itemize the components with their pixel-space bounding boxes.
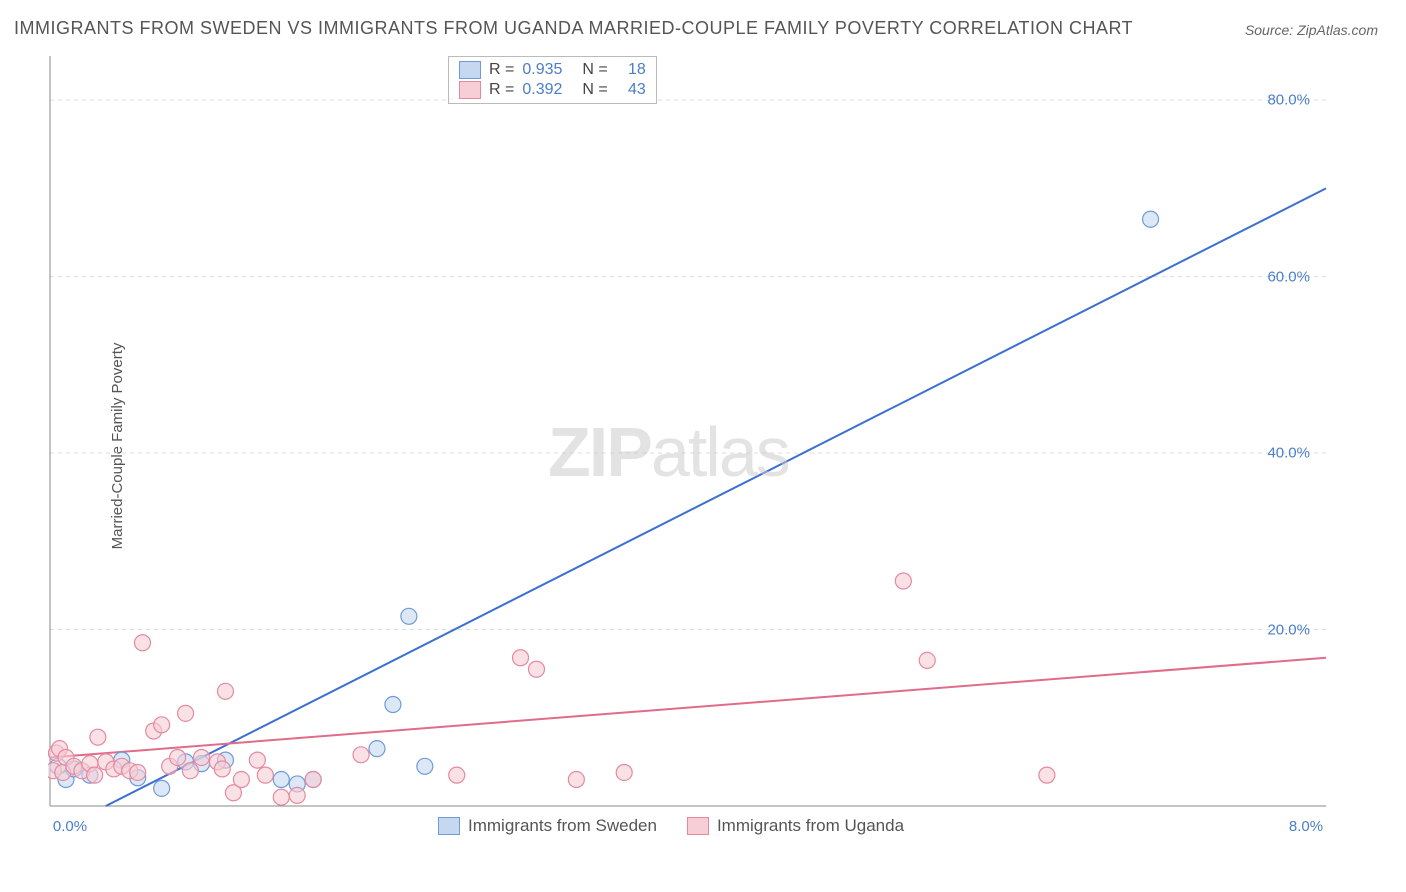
legend-swatch [687,817,709,835]
data-point-sweden [273,772,289,788]
legend-item: Immigrants from Sweden [438,816,657,836]
data-point-uganda [170,749,186,765]
regression-line-sweden [106,188,1326,806]
data-point-uganda [919,652,935,668]
data-point-uganda [130,764,146,780]
data-point-uganda [214,761,230,777]
data-point-uganda [90,729,106,745]
data-point-uganda [353,747,369,763]
legend-item: Immigrants from Uganda [687,816,904,836]
data-point-sweden [154,780,170,796]
data-point-uganda [513,650,529,666]
data-point-uganda [257,767,273,783]
data-point-uganda [87,767,103,783]
legend-label: Immigrants from Uganda [717,816,904,836]
data-point-uganda [194,749,210,765]
stat-n-value: 43 [616,81,646,99]
stat-row: R = 0.935 N = 18 [459,61,646,79]
stat-r-value: 0.935 [522,61,562,79]
data-point-uganda [528,661,544,677]
stat-r-label: R = [489,61,514,79]
data-point-sweden [369,741,385,757]
data-point-uganda [273,789,289,805]
watermark-thin: atlas [651,413,789,491]
y-tick-label: 80.0% [1267,92,1310,109]
data-point-uganda [182,763,198,779]
legend-swatch [438,817,460,835]
data-point-uganda [1039,767,1055,783]
data-point-uganda [616,764,632,780]
data-point-sweden [401,608,417,624]
y-tick-label: 60.0% [1267,268,1310,285]
data-point-uganda [233,772,249,788]
y-tick-label: 20.0% [1267,621,1310,638]
data-point-uganda [154,717,170,733]
data-point-sweden [385,697,401,713]
data-point-uganda [568,772,584,788]
data-point-uganda [178,705,194,721]
plot-area: ZIPatlas R = 0.935 N = 18 R = 0.392 N = 43 Immi… [48,54,1328,842]
stat-r-label: R = [489,81,514,99]
legend-label: Immigrants from Sweden [468,816,657,836]
series-swatch [459,81,481,99]
x-tick-label: 0.0% [53,818,87,835]
bottom-legend: Immigrants from Sweden Immigrants from Ug… [438,816,904,836]
data-point-sweden [1143,211,1159,227]
series-swatch [459,61,481,79]
data-point-uganda [449,767,465,783]
stat-n-label: N = [582,81,607,99]
regression-line-uganda [50,658,1326,758]
data-point-sweden [417,758,433,774]
stat-n-value: 18 [616,61,646,79]
source-attribution: Source: ZipAtlas.com [1245,22,1378,38]
watermark: ZIPatlas [548,412,789,492]
chart-title: IMMIGRANTS FROM SWEDEN VS IMMIGRANTS FRO… [14,18,1133,39]
stat-row: R = 0.392 N = 43 [459,81,646,99]
stat-r-value: 0.392 [522,81,562,99]
y-tick-label: 40.0% [1267,445,1310,462]
data-point-uganda [249,752,265,768]
watermark-bold: ZIP [548,413,651,491]
data-point-uganda [217,683,233,699]
data-point-uganda [895,573,911,589]
data-point-uganda [305,772,321,788]
data-point-uganda [289,787,305,803]
data-point-uganda [135,635,151,651]
correlation-stats-box: R = 0.935 N = 18 R = 0.392 N = 43 [448,56,657,104]
x-tick-label: 8.0% [1289,818,1323,835]
stat-n-label: N = [582,61,607,79]
